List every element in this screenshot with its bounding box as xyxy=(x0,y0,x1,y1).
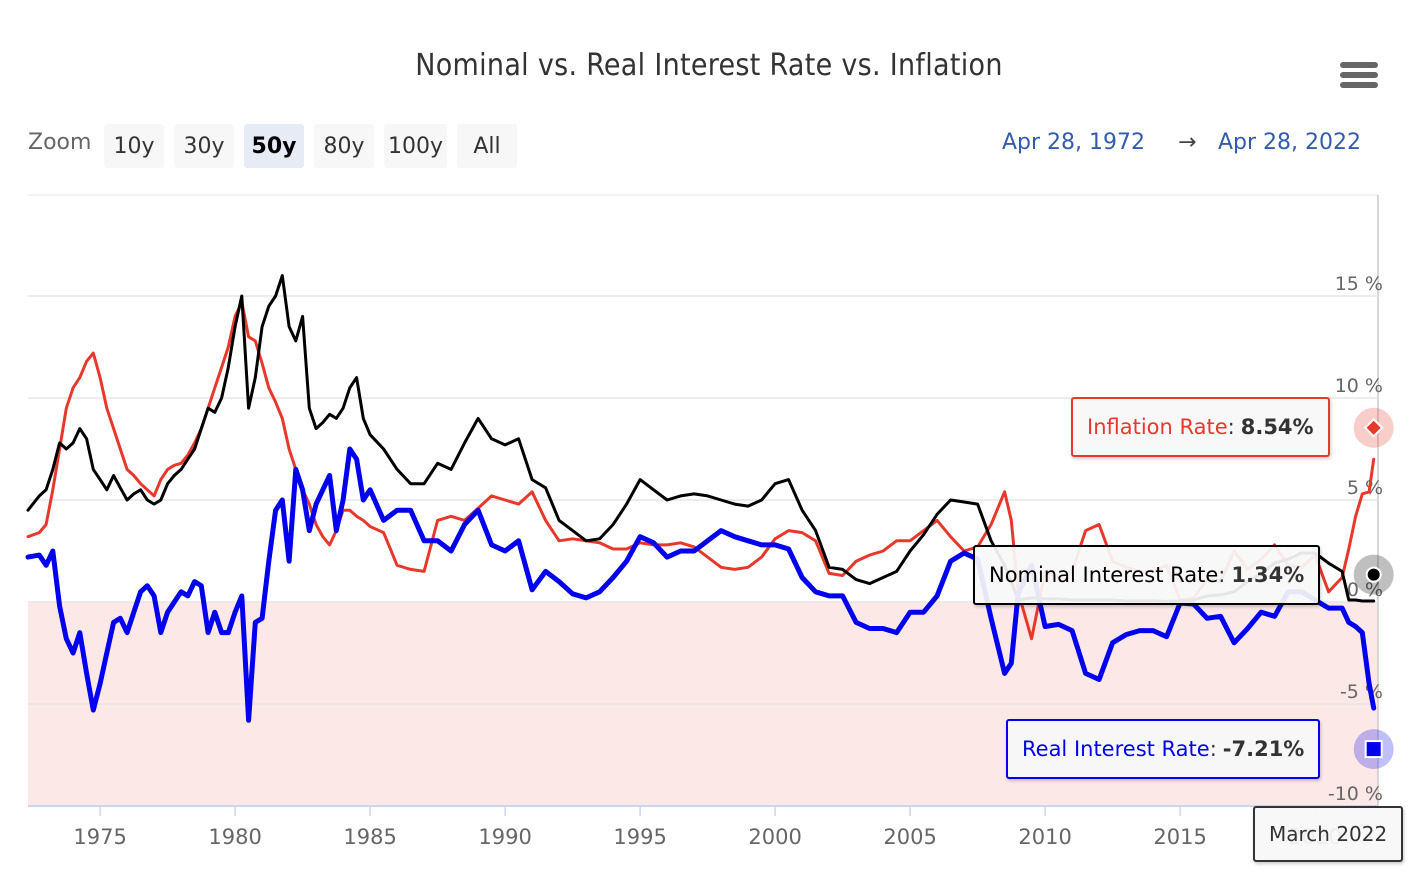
tooltip-nominal-label: Nominal Interest Rate xyxy=(989,563,1219,587)
zoom-10y-button[interactable]: 10y xyxy=(104,124,164,168)
tooltip-inflation-rate: Inflation Rate: 8.54% xyxy=(1071,397,1330,457)
series-line-real-interest-rate xyxy=(25,446,1377,723)
x-tick-label: 1995 xyxy=(613,825,666,849)
x-tick-label: 1985 xyxy=(343,825,396,849)
zoom-80y-button[interactable]: 80y xyxy=(314,124,374,168)
zoom-100y-button[interactable]: 100y xyxy=(384,124,448,168)
x-tick-label: 2010 xyxy=(1018,825,1071,849)
y-tick-label: 5 % xyxy=(1347,477,1383,499)
chart-title: Nominal vs. Real Interest Rate vs. Infla… xyxy=(415,48,1003,83)
range-from-input[interactable]: Apr 28, 1972 xyxy=(1002,130,1146,155)
tooltip-inflation-label: Inflation Rate xyxy=(1087,415,1228,439)
y-tick-label: 10 % xyxy=(1335,375,1383,397)
tooltip-inflation-value: 8.54% xyxy=(1240,415,1314,439)
real-marker xyxy=(1364,740,1383,759)
y-tick-label: 0 % xyxy=(1347,579,1383,601)
x-tick-label: 2005 xyxy=(883,825,936,849)
tooltip-real-label: Real Interest Rate xyxy=(1022,737,1210,761)
tooltip-date: March 2022 xyxy=(1253,806,1404,862)
tooltip-nominal-value: 1.34% xyxy=(1231,563,1305,587)
tooltip-real-rate: Real Interest Rate: -7.21% xyxy=(1006,719,1321,779)
x-tick-label: 1990 xyxy=(478,825,531,849)
x-tick-label: 2000 xyxy=(748,825,801,849)
zoom-all-button[interactable]: All xyxy=(457,124,518,168)
x-tick-label: 2015 xyxy=(1153,825,1206,849)
inflation-marker xyxy=(1363,417,1384,438)
range-to-input[interactable]: Apr 28, 2022 xyxy=(1218,130,1362,155)
range-arrow-icon: → xyxy=(1178,130,1197,155)
x-tick-label: 1980 xyxy=(208,825,261,849)
x-tick-label: 1975 xyxy=(73,825,126,849)
zoom-50y-button[interactable]: 50y xyxy=(244,124,304,168)
tooltip-real-value: -7.21% xyxy=(1222,737,1305,761)
nominal-marker xyxy=(1365,566,1382,583)
y-tick-label: 15 % xyxy=(1335,273,1383,295)
zoom-button-group: 10y 30y 50y 80y 100y All xyxy=(104,124,518,168)
zoom-30y-button[interactable]: 30y xyxy=(174,124,234,168)
y-tick-label: -5 % xyxy=(1340,681,1383,703)
zoom-label: Zoom xyxy=(28,130,92,155)
y-tick-label: -10 % xyxy=(1328,783,1383,805)
tooltip-nominal-rate: Nominal Interest Rate: 1.34% xyxy=(973,545,1321,605)
hamburger-menu-icon[interactable] xyxy=(1340,62,1378,96)
